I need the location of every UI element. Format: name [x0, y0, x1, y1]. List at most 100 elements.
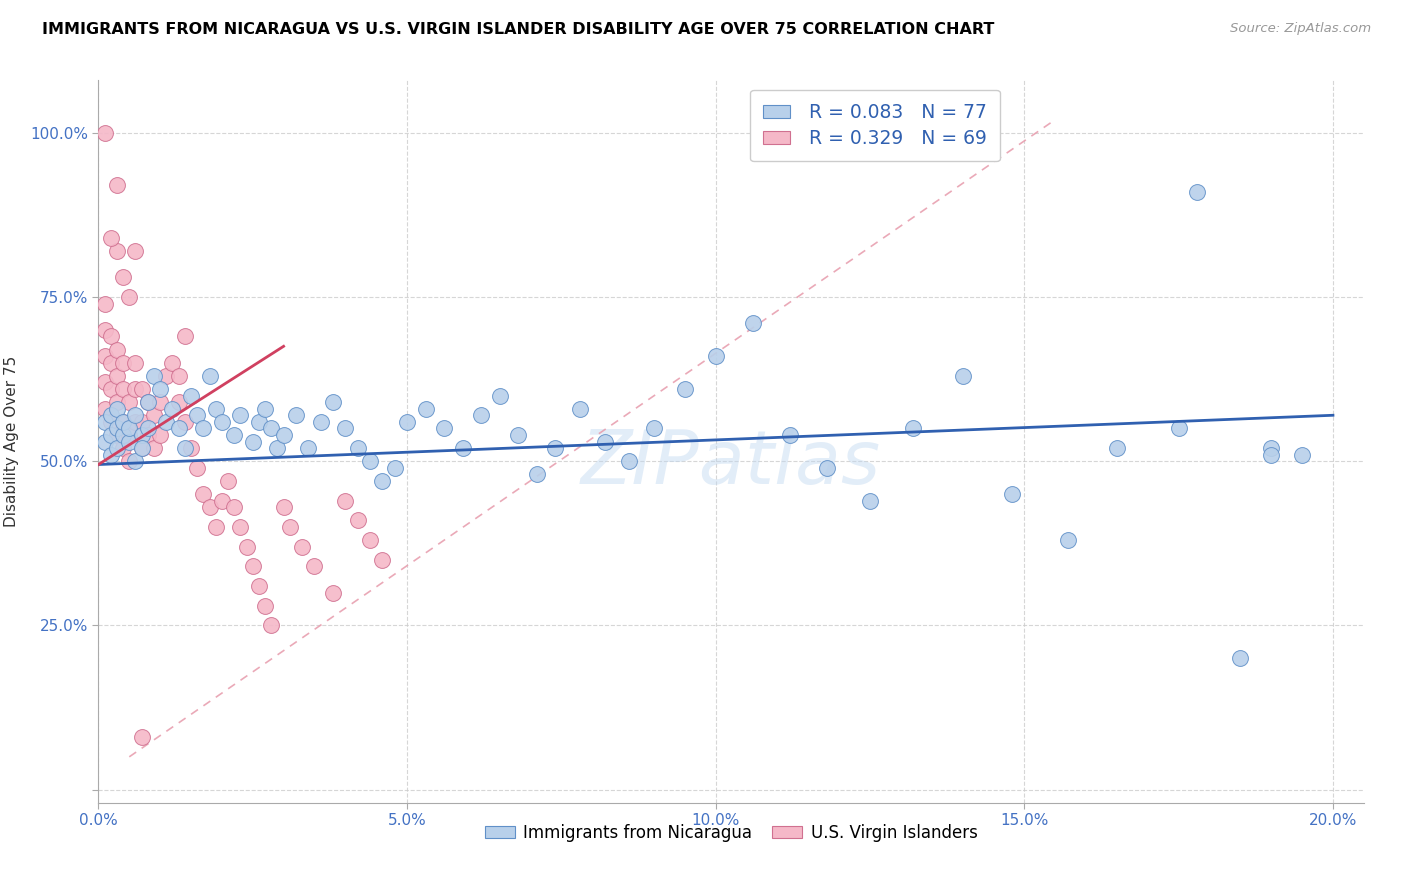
Point [93, 376, 115, 390]
Point [309, 415, 332, 429]
Point [1185, 185, 1208, 199]
Point [247, 415, 270, 429]
Point [1056, 533, 1078, 547]
Point [322, 585, 344, 599]
Point [204, 520, 226, 534]
Point [1229, 651, 1251, 665]
Point [224, 428, 246, 442]
Point [211, 415, 233, 429]
Point [247, 579, 270, 593]
Point [304, 559, 326, 574]
Point [93, 434, 115, 449]
Point [242, 434, 264, 449]
Point [217, 474, 239, 488]
Point [224, 500, 246, 515]
Point [779, 428, 801, 442]
Point [173, 441, 195, 455]
Point [1260, 448, 1282, 462]
Point [180, 441, 202, 455]
Point [254, 401, 277, 416]
Point [704, 349, 727, 363]
Point [278, 520, 301, 534]
Point [100, 415, 122, 429]
Point [93, 323, 115, 337]
Point [149, 428, 172, 442]
Point [815, 460, 838, 475]
Point [229, 520, 252, 534]
Point [593, 434, 616, 449]
Point [112, 415, 135, 429]
Point [903, 421, 925, 435]
Point [149, 395, 172, 409]
Point [291, 540, 314, 554]
Point [1105, 441, 1128, 455]
Point [100, 356, 122, 370]
Point [643, 421, 665, 435]
Point [131, 382, 153, 396]
Point [131, 428, 153, 442]
Point [124, 356, 146, 370]
Point [136, 428, 159, 442]
Point [544, 441, 567, 455]
Point [143, 441, 166, 455]
Point [526, 467, 548, 482]
Point [105, 368, 128, 383]
Point [1001, 487, 1024, 501]
Point [118, 290, 141, 304]
Point [124, 415, 146, 429]
Point [131, 441, 153, 455]
Point [186, 460, 208, 475]
Point [167, 395, 190, 409]
Text: Source: ZipAtlas.com: Source: ZipAtlas.com [1230, 22, 1371, 36]
Point [155, 368, 177, 383]
Point [112, 415, 135, 429]
Point [266, 441, 288, 455]
Point [124, 244, 146, 258]
Point [124, 454, 146, 468]
Point [136, 421, 159, 435]
Point [396, 415, 419, 429]
Point [229, 409, 252, 423]
Point [100, 382, 122, 396]
Point [335, 421, 357, 435]
Point [859, 493, 882, 508]
Point [568, 401, 591, 416]
Point [155, 415, 177, 429]
Point [1291, 448, 1313, 462]
Point [167, 368, 190, 383]
Point [93, 296, 115, 310]
Point [167, 421, 190, 435]
Point [619, 454, 641, 468]
Point [131, 730, 153, 744]
Point [100, 231, 122, 245]
Point [235, 540, 257, 554]
Point [100, 448, 122, 462]
Point [284, 409, 307, 423]
Point [198, 500, 221, 515]
Point [673, 382, 696, 396]
Point [93, 401, 115, 416]
Point [198, 368, 221, 383]
Point [451, 441, 474, 455]
Point [105, 428, 128, 442]
Point [100, 409, 122, 423]
Point [322, 395, 344, 409]
Point [193, 421, 215, 435]
Point [100, 329, 122, 343]
Point [100, 428, 122, 442]
Point [204, 401, 226, 416]
Point [359, 454, 381, 468]
Point [254, 599, 277, 613]
Point [118, 395, 141, 409]
Point [335, 493, 357, 508]
Point [105, 401, 128, 416]
Point [173, 329, 195, 343]
Point [124, 382, 146, 396]
Point [93, 415, 115, 429]
Point [173, 415, 195, 429]
Point [112, 428, 135, 442]
Point [508, 428, 530, 442]
Point [131, 415, 153, 429]
Point [112, 382, 135, 396]
Point [131, 441, 153, 455]
